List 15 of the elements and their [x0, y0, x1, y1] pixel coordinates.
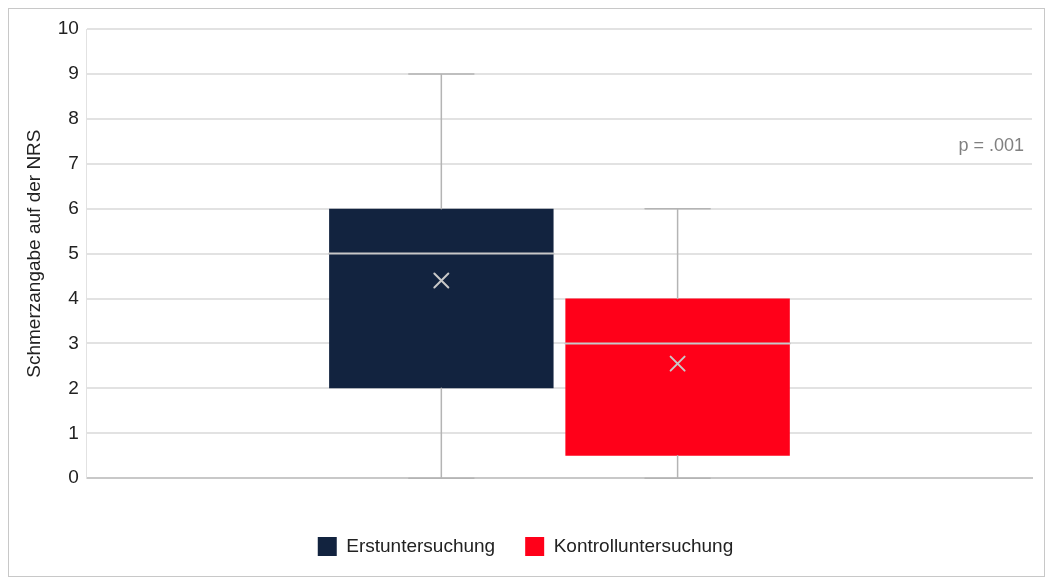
y-tick-label: 6 — [68, 196, 79, 218]
y-tick-label: 3 — [68, 331, 79, 353]
y-tick-label: 10 — [57, 17, 79, 39]
y-tick-label: 0 — [68, 466, 79, 488]
annotation: p = .001 — [958, 134, 1024, 155]
y-axis-title: Schmerzangabe auf der NRS — [22, 129, 44, 378]
legend-label: Erstuntersuchung — [346, 534, 496, 556]
y-tick-label: 7 — [68, 151, 79, 173]
y-tick-label: 5 — [68, 241, 79, 263]
y-tick-label: 1 — [68, 421, 79, 443]
y-tick-label: 8 — [68, 107, 79, 129]
legend-label: Kontrolluntersuchung — [553, 534, 734, 556]
y-tick-label: 9 — [68, 62, 79, 84]
y-tick-label: 2 — [68, 376, 79, 398]
y-tick-label: 4 — [68, 286, 80, 308]
